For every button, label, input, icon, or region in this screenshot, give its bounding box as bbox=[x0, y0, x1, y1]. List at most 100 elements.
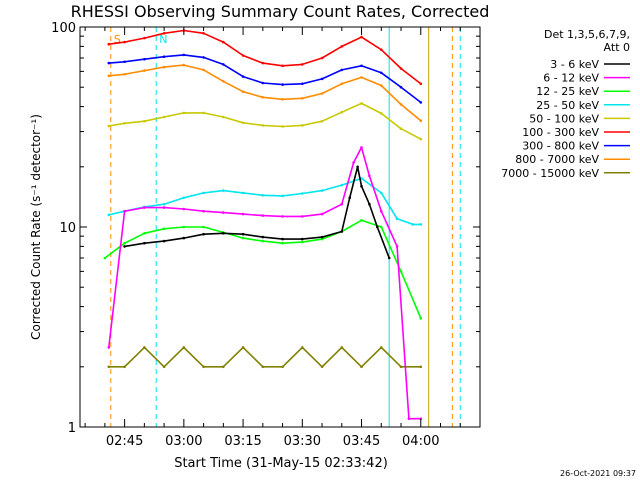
series-2-point-9 bbox=[261, 214, 265, 217]
legend-label-8: 800 - 7000 keV bbox=[515, 153, 599, 166]
series-3-point-15 bbox=[380, 225, 383, 229]
series-5-point-14 bbox=[360, 102, 363, 105]
series-4-point-1 bbox=[107, 213, 111, 217]
series-4-point-5 bbox=[182, 196, 186, 200]
series-2-point-8 bbox=[241, 212, 245, 216]
series-5-point-9 bbox=[261, 124, 265, 127]
axes: 1 10 100 02:45 03:00 03:15 03:30 03:45 04:00 bbox=[51, 21, 481, 449]
series-4-point-12 bbox=[320, 189, 324, 192]
series-line-4 bbox=[108, 177, 421, 226]
legend-label-9: 7000 - 15000 keV bbox=[501, 167, 599, 180]
x-tick-label-0300: 03:00 bbox=[165, 434, 202, 449]
series-1-point-6 bbox=[222, 232, 225, 235]
series-6-point-14 bbox=[360, 35, 363, 39]
timestamp-stamp: 26-Oct-2021 09:37 bbox=[560, 469, 636, 478]
series-7-point-13 bbox=[340, 68, 344, 72]
series-8-point-11 bbox=[301, 97, 304, 100]
series-1-point-14 bbox=[356, 165, 359, 169]
series-1-point-4 bbox=[182, 236, 186, 240]
series-8-point-1 bbox=[107, 74, 111, 78]
series-2-point-4 bbox=[162, 206, 166, 209]
series-2-point-15 bbox=[360, 146, 363, 149]
series-2-point-17 bbox=[380, 209, 383, 213]
series-3-point-10 bbox=[281, 241, 284, 245]
series-9-point-17 bbox=[419, 365, 423, 369]
series-9-point-6 bbox=[202, 365, 205, 369]
series-2-point-6 bbox=[202, 209, 205, 213]
series-1-point-1 bbox=[123, 245, 126, 248]
x-tick-label-0345: 03:45 bbox=[343, 434, 380, 449]
series-1-point-5 bbox=[202, 232, 205, 236]
series-5-point-5 bbox=[182, 111, 186, 115]
series-1-point-11 bbox=[320, 235, 324, 239]
series-7-point-8 bbox=[241, 75, 245, 78]
series-5-point-11 bbox=[301, 124, 304, 127]
legend-header-line-2: Att 0 bbox=[604, 41, 630, 54]
series-2-point-12 bbox=[320, 212, 324, 216]
series-5-point-6 bbox=[202, 111, 205, 115]
x-tick-label-0315: 03:15 bbox=[224, 434, 261, 449]
series-9-point-14 bbox=[360, 365, 363, 369]
y-tick-label-10: 10 bbox=[59, 221, 76, 236]
series-9-point-2 bbox=[123, 365, 126, 369]
series-8-point-10 bbox=[281, 98, 284, 101]
series-6-point-16 bbox=[399, 67, 403, 70]
series-9-point-4 bbox=[162, 365, 166, 369]
series-1-point-13 bbox=[348, 196, 352, 200]
series-5-point-7 bbox=[222, 115, 225, 119]
series-9-point-15 bbox=[380, 346, 383, 349]
series-4-point-8 bbox=[241, 191, 245, 195]
series-8-point-13 bbox=[340, 82, 344, 86]
series-9-point-5 bbox=[182, 346, 186, 349]
legend-label-6: 100 - 300 keV bbox=[522, 126, 599, 139]
series-1-point-2 bbox=[143, 241, 146, 245]
series-1-point-17 bbox=[376, 225, 379, 229]
series-2-point-2 bbox=[123, 209, 126, 213]
series-9-point-3 bbox=[143, 346, 146, 349]
series-8-point-16 bbox=[399, 103, 403, 106]
series-7-point-15 bbox=[380, 71, 383, 75]
legend-label-5: 50 - 100 keV bbox=[529, 112, 599, 125]
series-8-point-2 bbox=[123, 73, 126, 76]
series-6-point-13 bbox=[340, 45, 344, 48]
series-9-point-13 bbox=[340, 346, 344, 349]
series-2-point-7 bbox=[222, 211, 225, 214]
series-3-point-2 bbox=[123, 241, 126, 245]
series-4-point-16 bbox=[395, 217, 399, 220]
series-2-point-11 bbox=[301, 215, 304, 218]
series-8-point-14 bbox=[360, 76, 363, 79]
series-9-point-7 bbox=[222, 365, 225, 369]
series-8-point-12 bbox=[320, 92, 324, 95]
series-9-point-8 bbox=[241, 346, 245, 349]
series-6-point-7 bbox=[222, 40, 225, 44]
series-9-point-10 bbox=[281, 365, 284, 369]
series-6-point-2 bbox=[123, 40, 126, 44]
series-2-point-3 bbox=[143, 206, 146, 209]
legend-label-3: 12 - 25 keV bbox=[536, 85, 599, 98]
flag-label-2: N bbox=[159, 33, 167, 46]
series-2-point-19 bbox=[407, 417, 411, 421]
series-6-point-15 bbox=[380, 48, 383, 51]
series-4-point-13 bbox=[340, 183, 344, 187]
legend-label-4: 25 - 50 keV bbox=[536, 99, 599, 112]
series-1-point-10 bbox=[301, 237, 304, 241]
flag-label-1: S bbox=[114, 33, 121, 46]
y-tick-label-1: 1 bbox=[68, 421, 76, 436]
series-8-point-15 bbox=[380, 84, 383, 87]
series-2-point-10 bbox=[281, 215, 284, 218]
series-3-point-3 bbox=[143, 232, 146, 235]
series-8-point-5 bbox=[182, 63, 186, 67]
series-3-point-5 bbox=[182, 225, 186, 229]
series-1-point-15 bbox=[360, 184, 363, 188]
series-9-point-11 bbox=[301, 346, 304, 349]
series-3-point-17 bbox=[419, 316, 423, 320]
series-6-point-8 bbox=[241, 54, 245, 57]
series-3-point-1 bbox=[103, 256, 107, 260]
series-1-point-18 bbox=[387, 256, 391, 260]
series-3-point-4 bbox=[162, 227, 166, 231]
series-8-point-9 bbox=[261, 96, 265, 99]
series-6-point-17 bbox=[419, 82, 423, 86]
series-5-point-15 bbox=[380, 112, 383, 115]
